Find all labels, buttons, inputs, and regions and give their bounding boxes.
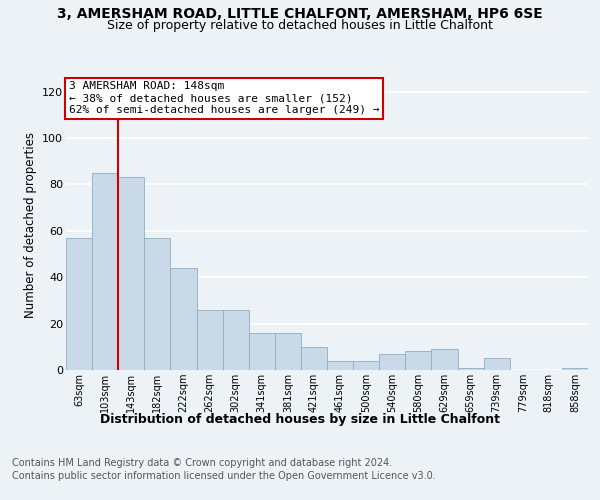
Bar (223, 310, 249, 370)
Bar (562, 368, 588, 370)
Y-axis label: Number of detached properties: Number of detached properties (23, 132, 37, 318)
Bar (170, 268, 197, 370)
Text: 3, AMERSHAM ROAD, LITTLE CHALFONT, AMERSHAM, HP6 6SE: 3, AMERSHAM ROAD, LITTLE CHALFONT, AMERS… (57, 8, 543, 22)
Bar (66, 238, 92, 370)
Bar (406, 352, 431, 370)
Text: Distribution of detached houses by size in Little Chalfont: Distribution of detached houses by size … (100, 412, 500, 426)
Bar (92, 173, 118, 370)
Bar (249, 333, 275, 370)
Bar (197, 310, 223, 370)
Bar (118, 178, 145, 370)
Bar (484, 358, 510, 370)
Bar (431, 349, 458, 370)
Bar (275, 333, 301, 370)
Text: Contains HM Land Registry data © Crown copyright and database right 2024.: Contains HM Land Registry data © Crown c… (12, 458, 392, 468)
Bar (353, 360, 379, 370)
Text: 3 AMERSHAM ROAD: 148sqm
← 38% of detached houses are smaller (152)
62% of semi-d: 3 AMERSHAM ROAD: 148sqm ← 38% of detache… (68, 82, 379, 114)
Bar (458, 368, 484, 370)
Bar (379, 354, 406, 370)
Bar (301, 347, 327, 370)
Bar (327, 360, 353, 370)
Text: Size of property relative to detached houses in Little Chalfont: Size of property relative to detached ho… (107, 19, 493, 32)
Bar (145, 238, 170, 370)
Text: Contains public sector information licensed under the Open Government Licence v3: Contains public sector information licen… (12, 471, 436, 481)
